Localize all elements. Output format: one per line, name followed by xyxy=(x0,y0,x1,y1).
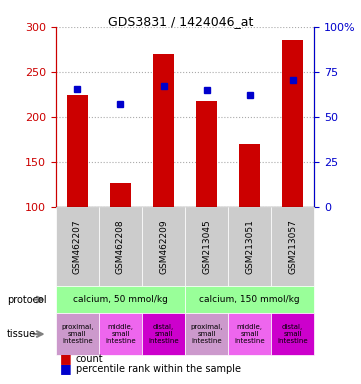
Text: middle,
small
intestine: middle, small intestine xyxy=(105,324,136,344)
Text: proximal,
small
intestine: proximal, small intestine xyxy=(190,324,223,344)
Text: GDS3831 / 1424046_at: GDS3831 / 1424046_at xyxy=(108,15,253,28)
Text: proximal,
small
intestine: proximal, small intestine xyxy=(61,324,94,344)
Text: ■: ■ xyxy=(60,353,71,366)
Text: GSM213045: GSM213045 xyxy=(202,219,211,274)
Bar xyxy=(67,94,88,207)
Bar xyxy=(110,183,131,207)
Text: GSM462209: GSM462209 xyxy=(159,219,168,274)
Text: GSM462208: GSM462208 xyxy=(116,219,125,274)
Text: GSM213057: GSM213057 xyxy=(288,219,297,274)
Bar xyxy=(239,144,260,207)
Text: calcium, 150 mmol/kg: calcium, 150 mmol/kg xyxy=(199,295,300,304)
Text: protocol: protocol xyxy=(7,295,47,305)
Text: GSM462207: GSM462207 xyxy=(73,219,82,274)
Text: distal,
small
intestine: distal, small intestine xyxy=(148,324,179,344)
Bar xyxy=(196,101,217,207)
Text: count: count xyxy=(76,354,104,364)
Text: distal,
small
intestine: distal, small intestine xyxy=(277,324,308,344)
Bar xyxy=(282,40,303,207)
Text: middle,
small
intestine: middle, small intestine xyxy=(234,324,265,344)
Text: ■: ■ xyxy=(60,362,71,375)
Text: calcium, 50 mmol/kg: calcium, 50 mmol/kg xyxy=(73,295,168,304)
Text: tissue: tissue xyxy=(7,329,36,339)
Text: GSM213051: GSM213051 xyxy=(245,219,254,274)
Bar xyxy=(153,54,174,207)
Text: percentile rank within the sample: percentile rank within the sample xyxy=(76,364,241,374)
